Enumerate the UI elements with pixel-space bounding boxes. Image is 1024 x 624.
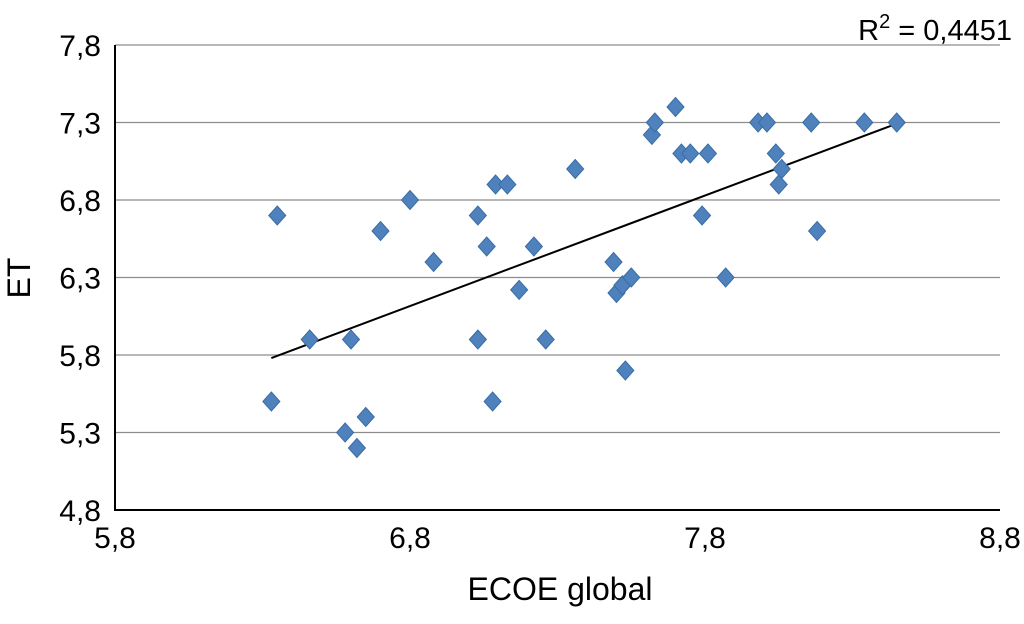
data-point bbox=[566, 158, 585, 180]
data-point bbox=[498, 174, 517, 195]
y-tick-label: 7,8 bbox=[59, 30, 101, 63]
data-point bbox=[645, 112, 665, 133]
data-point bbox=[477, 236, 496, 257]
trendline bbox=[270, 121, 901, 360]
data-point bbox=[300, 329, 319, 350]
data-point bbox=[807, 220, 827, 242]
data-point bbox=[769, 174, 788, 195]
data-point bbox=[400, 189, 420, 211]
y-tick-label: 4,8 bbox=[59, 495, 101, 528]
r-squared-rest: = 0,4451 bbox=[890, 15, 1012, 47]
y-tick-label: 6,8 bbox=[59, 185, 101, 218]
r-squared-sup: 2 bbox=[879, 11, 890, 33]
data-point bbox=[356, 406, 375, 428]
r-squared-base: R bbox=[858, 15, 879, 47]
data-point bbox=[341, 329, 361, 350]
data-point bbox=[622, 267, 641, 288]
x-tick-label: 5,8 bbox=[94, 522, 136, 555]
y-tick-label: 6,3 bbox=[59, 263, 101, 296]
x-tick-label: 8,8 bbox=[979, 522, 1021, 555]
y-axis-title: ET bbox=[1, 258, 37, 299]
data-point bbox=[468, 205, 488, 226]
data-point bbox=[802, 112, 821, 133]
data-point bbox=[642, 124, 662, 146]
data-point bbox=[483, 391, 502, 412]
y-tick-label: 5,8 bbox=[59, 340, 101, 373]
data-point bbox=[616, 360, 635, 381]
data-point bbox=[887, 112, 906, 133]
data-point bbox=[424, 251, 443, 273]
data-point bbox=[509, 279, 529, 301]
data-point bbox=[604, 251, 623, 273]
data-points bbox=[262, 96, 906, 459]
x-tick-label: 6,8 bbox=[389, 522, 431, 555]
data-point bbox=[692, 205, 712, 226]
data-point bbox=[681, 143, 700, 164]
y-tick-label: 7,3 bbox=[59, 108, 101, 141]
data-point bbox=[262, 391, 281, 412]
data-point bbox=[536, 329, 555, 350]
data-point bbox=[371, 220, 390, 242]
data-point bbox=[666, 96, 685, 118]
data-point bbox=[698, 143, 718, 164]
y-tick-label: 5,3 bbox=[59, 418, 101, 451]
gridlines bbox=[115, 44, 1000, 434]
data-point bbox=[268, 205, 287, 226]
data-point bbox=[855, 112, 874, 133]
data-point bbox=[524, 236, 544, 257]
data-point bbox=[716, 267, 735, 288]
data-point bbox=[757, 112, 777, 133]
x-tick-label: 7,8 bbox=[684, 522, 726, 555]
x-tick-labels: 5,8 6,8 7,8 8,8 bbox=[94, 522, 1021, 555]
data-point bbox=[335, 422, 355, 443]
r-squared-annotation: R2 = 0,4451 bbox=[858, 11, 1012, 47]
data-point bbox=[772, 158, 791, 180]
x-axis-title: ECOE global bbox=[468, 571, 653, 607]
data-point bbox=[347, 437, 367, 459]
data-point bbox=[766, 143, 785, 164]
data-point bbox=[468, 329, 488, 350]
y-tick-labels: 4,8 5,3 5,8 6,3 6,8 7,3 7,8 bbox=[59, 30, 101, 528]
